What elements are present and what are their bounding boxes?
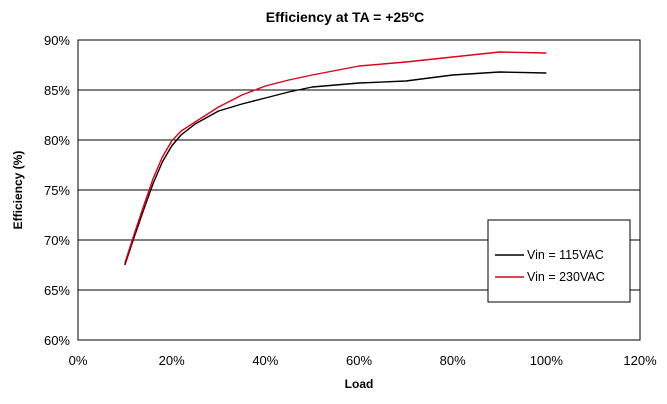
y-tick-label: 70% [44,233,70,248]
legend-label-230vac: Vin = 230VAC [527,270,605,284]
x-axis-label: Load [345,377,374,391]
y-tick-label: 60% [44,333,70,348]
y-tick-label: 85% [44,83,70,98]
x-tick-label: 20% [159,353,185,368]
series-lines [124,51,547,266]
series-line-0 [124,71,547,266]
x-tick-label: 100% [530,353,564,368]
legend: Vin = 115VAC Vin = 230VAC [487,219,631,303]
legend-label-115vac: Vin = 115VAC [527,248,604,262]
x-tick-label: 120% [623,353,657,368]
x-tick-label: 80% [440,353,466,368]
y-tick-label: 75% [44,183,70,198]
y-tick-label: 65% [44,283,70,298]
legend-box [487,219,631,303]
x-tick-label: 60% [346,353,372,368]
chart-title: Efficiency at TA = +25ºC [266,9,424,25]
y-axis-label: Efficiency (%) [11,151,25,230]
series-line-1 [124,51,547,264]
y-tick-label: 90% [44,33,70,48]
tick-labels: 60% 65% 70% 75% 80% 85% 90% 0% 20% 40% 60% 80% 100% 1… [44,33,657,368]
y-tick-label: 80% [44,133,70,148]
x-tick-label: 40% [252,353,278,368]
x-tick-label: 0% [69,353,88,368]
